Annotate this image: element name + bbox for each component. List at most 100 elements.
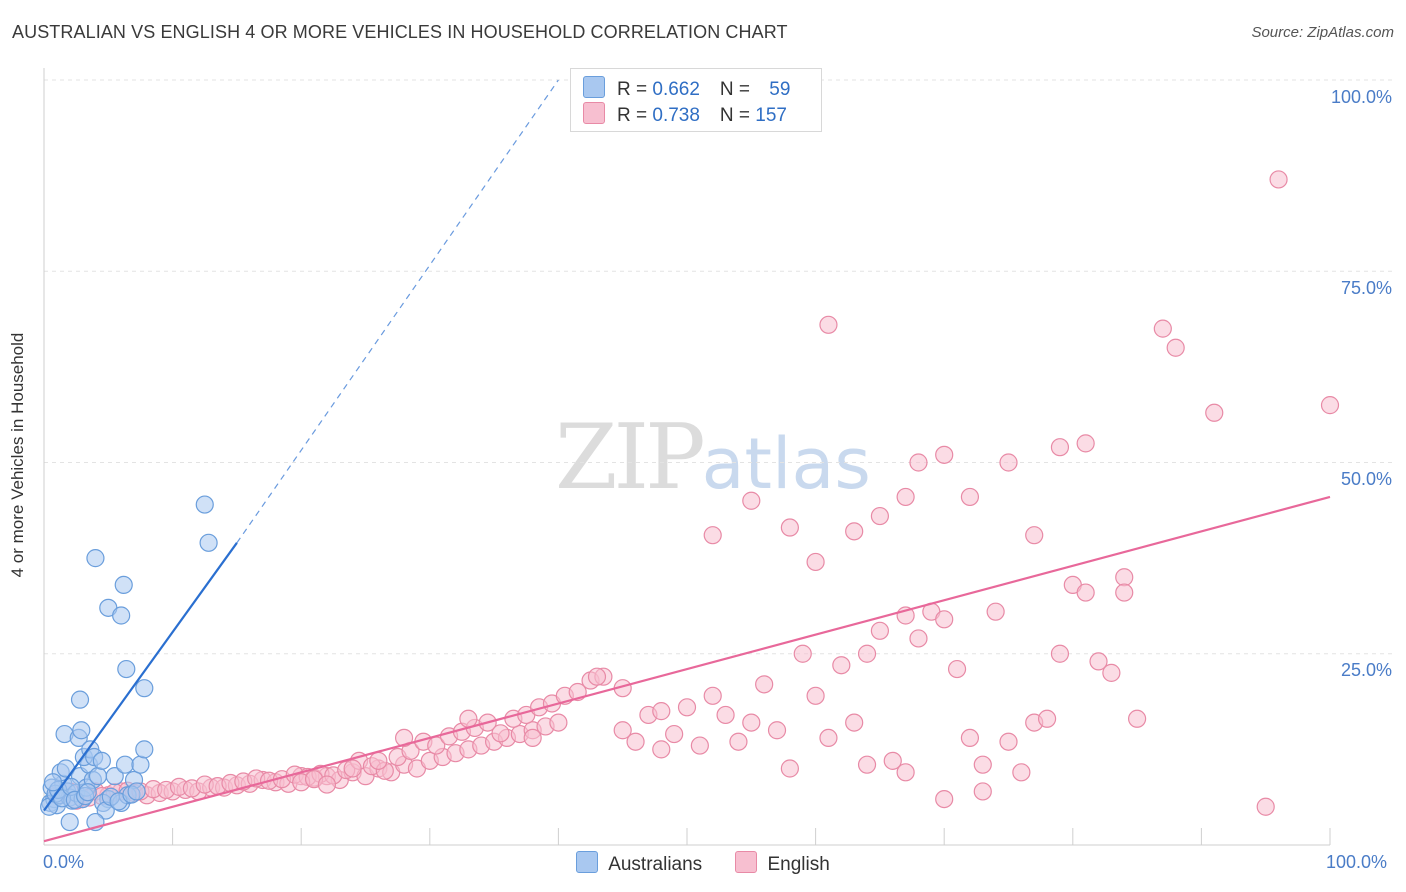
legend-label-australians: Australians: [608, 854, 703, 875]
point-english: [459, 709, 478, 728]
point-english: [369, 751, 388, 770]
point-english: [780, 759, 799, 778]
y-tick-label-75: 75.0%: [1340, 278, 1392, 298]
point-english: [703, 686, 722, 705]
point-english: [626, 732, 645, 751]
point-english: [729, 732, 748, 751]
point-english: [883, 751, 902, 770]
legend-row-english: R = 0.738 N = 157: [583, 102, 787, 126]
point-english: [870, 621, 890, 640]
point-english: [1115, 568, 1134, 587]
point-australians: [199, 533, 218, 552]
legend-item-australians[interactable]: Australians: [576, 851, 702, 876]
y-tick-label-100: 100.0%: [1330, 87, 1392, 107]
point-australians: [135, 740, 154, 759]
watermark-atlas: atlas: [701, 423, 871, 505]
legend-r-value: 0.738: [652, 105, 700, 126]
x-tick-label-min: 0.0%: [43, 852, 85, 872]
point-english: [1320, 396, 1340, 415]
point-english: [845, 713, 864, 732]
legend-r-label: R =: [617, 79, 653, 100]
point-english: [870, 506, 890, 526]
point-english: [1153, 319, 1172, 338]
legend-swatch-blue: [576, 851, 599, 873]
point-english: [1050, 438, 1070, 457]
point-english: [819, 728, 838, 748]
point-english: [857, 644, 877, 663]
point-english: [742, 491, 761, 510]
point-english: [613, 721, 632, 740]
point-australians: [195, 495, 214, 514]
point-english: [1025, 526, 1044, 545]
point-english: [793, 644, 812, 663]
point-english: [1269, 170, 1288, 189]
point-australians: [117, 659, 136, 679]
point-english: [947, 659, 967, 679]
point-english: [1089, 652, 1108, 671]
trendline-english: [43, 495, 1331, 843]
point-english: [780, 518, 799, 537]
legend-n-value: 59: [769, 79, 791, 100]
legend-r-label: R =: [617, 105, 653, 126]
point-english: [986, 602, 1005, 621]
point-australians: [115, 755, 135, 774]
legend-row-australians: R = 0.662 N = 59: [583, 76, 790, 100]
point-english: [806, 686, 825, 705]
point-australians: [127, 782, 146, 801]
point-australians: [70, 690, 90, 709]
series-legend: Australians English: [0, 851, 1406, 876]
point-english: [935, 789, 954, 809]
point-english: [742, 713, 761, 732]
legend-item-english[interactable]: English: [735, 851, 830, 876]
legend-swatch-blue: [583, 76, 605, 98]
point-english: [394, 728, 414, 748]
point-english: [960, 728, 980, 748]
point-english: [716, 705, 735, 725]
point-australians: [60, 812, 79, 832]
legend-label-english: English: [767, 854, 830, 875]
legend-r-value: 0.662: [652, 79, 700, 100]
point-english: [652, 740, 671, 759]
point-english: [343, 759, 362, 778]
x-tick-label-max: 100.0%: [1326, 852, 1388, 872]
point-english: [1256, 797, 1275, 816]
source-label: Source: ZipAtlas.com: [1251, 24, 1394, 41]
point-english: [832, 656, 851, 675]
point-english: [973, 755, 992, 774]
watermark-zip: ZIP: [555, 405, 706, 510]
point-english: [999, 453, 1018, 472]
y-tick-label-25: 25.0%: [1340, 660, 1392, 680]
legend-swatch-pink: [583, 102, 605, 124]
stats-legend: R = 0.662 N = 59 R = 0.738 N = 157: [570, 68, 822, 132]
point-english: [960, 487, 980, 507]
point-australians: [43, 773, 63, 792]
point-english: [317, 775, 337, 794]
point-english: [896, 487, 915, 507]
point-english: [806, 552, 825, 572]
trendline-australians: [43, 542, 238, 812]
legend-n-label: N =: [719, 105, 756, 126]
point-english: [896, 763, 915, 782]
point-english: [549, 713, 568, 732]
point-english: [1076, 434, 1095, 453]
point-english: [909, 629, 928, 648]
legend-n-value: 157: [755, 105, 787, 126]
point-english: [703, 526, 722, 545]
point-australians: [131, 755, 150, 774]
point-english: [1050, 644, 1070, 663]
point-english: [587, 667, 607, 686]
point-australians: [105, 767, 124, 786]
point-english: [665, 724, 684, 744]
point-australians: [86, 549, 105, 568]
point-english: [1012, 763, 1031, 782]
point-english: [1037, 709, 1057, 728]
point-english: [1115, 583, 1134, 602]
point-english: [999, 732, 1018, 751]
point-australians: [88, 767, 108, 786]
point-english: [973, 782, 992, 801]
trendline-australians-extrapolated: [236, 79, 559, 544]
point-english: [1102, 663, 1121, 682]
point-english: [767, 721, 787, 740]
point-english: [1076, 583, 1095, 602]
